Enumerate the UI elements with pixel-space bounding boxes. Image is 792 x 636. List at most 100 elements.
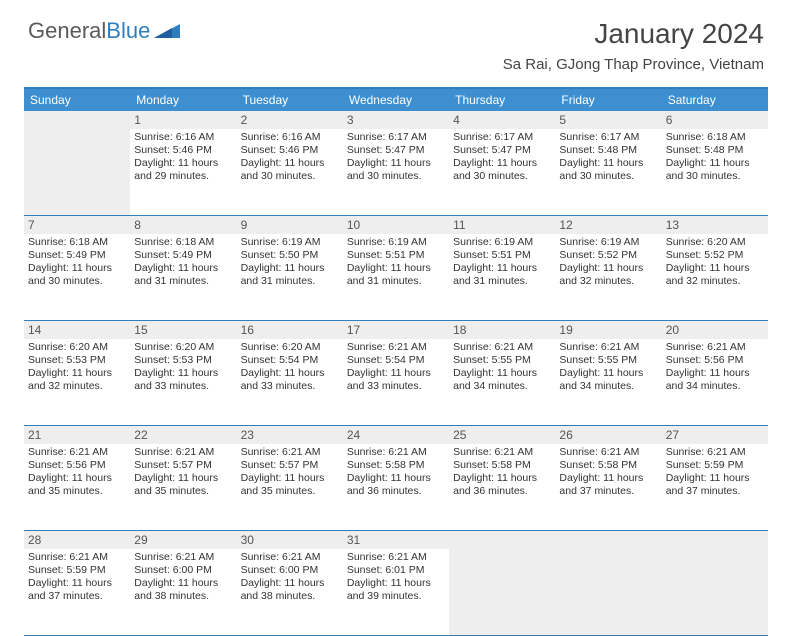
day-number: 28 <box>24 531 130 549</box>
day-number: 31 <box>343 531 449 549</box>
brand-name-1: General <box>28 18 106 44</box>
day-number: 10 <box>343 216 449 234</box>
sunset-line: Sunset: 5:56 PM <box>666 354 764 367</box>
day-number: 24 <box>343 426 449 444</box>
sunset-line: Sunset: 6:00 PM <box>241 564 339 577</box>
day-number: 5 <box>555 111 661 129</box>
day-cell-blank <box>662 549 768 635</box>
day-cell: Sunrise: 6:19 AMSunset: 5:51 PMDaylight:… <box>343 234 449 320</box>
dayhead-fri: Friday <box>555 89 661 111</box>
day-cell: Sunrise: 6:16 AMSunset: 5:46 PMDaylight:… <box>130 129 236 215</box>
location-label: Sa Rai, GJong Thap Province, Vietnam <box>503 56 764 73</box>
daylight-line-2: and 30 minutes. <box>347 170 445 183</box>
daylight-line-1: Daylight: 11 hours <box>347 577 445 590</box>
daylight-line-1: Daylight: 11 hours <box>241 262 339 275</box>
day-number: 6 <box>662 111 768 129</box>
day-cell-blank <box>555 549 661 635</box>
day-cell: Sunrise: 6:20 AMSunset: 5:52 PMDaylight:… <box>662 234 768 320</box>
daylight-line-1: Daylight: 11 hours <box>666 157 764 170</box>
daylight-line-1: Daylight: 11 hours <box>666 262 764 275</box>
sunset-line: Sunset: 5:57 PM <box>134 459 232 472</box>
daylight-line-2: and 30 minutes. <box>453 170 551 183</box>
sunset-line: Sunset: 5:57 PM <box>241 459 339 472</box>
day-number <box>662 531 768 549</box>
daylight-line-1: Daylight: 11 hours <box>666 472 764 485</box>
sunset-line: Sunset: 5:53 PM <box>134 354 232 367</box>
day-cell: Sunrise: 6:17 AMSunset: 5:48 PMDaylight:… <box>555 129 661 215</box>
sunset-line: Sunset: 5:53 PM <box>28 354 126 367</box>
sunset-line: Sunset: 5:54 PM <box>347 354 445 367</box>
brand-name-2: Blue <box>106 18 150 44</box>
daylight-line-2: and 37 minutes. <box>666 485 764 498</box>
sunset-line: Sunset: 5:52 PM <box>666 249 764 262</box>
daylight-line-2: and 37 minutes. <box>28 590 126 603</box>
day-number: 15 <box>130 321 236 339</box>
daynum-row: 78910111213 <box>24 216 768 234</box>
day-number: 30 <box>237 531 343 549</box>
daylight-line-1: Daylight: 11 hours <box>559 367 657 380</box>
day-number: 12 <box>555 216 661 234</box>
day-number <box>24 111 130 129</box>
sunset-line: Sunset: 5:51 PM <box>347 249 445 262</box>
week-row: Sunrise: 6:20 AMSunset: 5:53 PMDaylight:… <box>24 339 768 426</box>
day-cell: Sunrise: 6:21 AMSunset: 5:59 PMDaylight:… <box>24 549 130 635</box>
day-number: 14 <box>24 321 130 339</box>
dayhead-thu: Thursday <box>449 89 555 111</box>
sunset-line: Sunset: 5:55 PM <box>453 354 551 367</box>
day-number: 19 <box>555 321 661 339</box>
daylight-line-2: and 31 minutes. <box>453 275 551 288</box>
day-number: 9 <box>237 216 343 234</box>
calendar: Sunday Monday Tuesday Wednesday Thursday… <box>24 87 768 636</box>
sunrise-line: Sunrise: 6:21 AM <box>347 341 445 354</box>
daylight-line-1: Daylight: 11 hours <box>453 367 551 380</box>
daylight-line-2: and 36 minutes. <box>453 485 551 498</box>
day-number: 16 <box>237 321 343 339</box>
day-cell: Sunrise: 6:21 AMSunset: 5:59 PMDaylight:… <box>662 444 768 530</box>
daylight-line-2: and 30 minutes. <box>666 170 764 183</box>
sunrise-line: Sunrise: 6:21 AM <box>666 341 764 354</box>
sunrise-line: Sunrise: 6:19 AM <box>241 236 339 249</box>
daylight-line-1: Daylight: 11 hours <box>28 262 126 275</box>
daylight-line-1: Daylight: 11 hours <box>28 577 126 590</box>
daylight-line-1: Daylight: 11 hours <box>559 472 657 485</box>
sunset-line: Sunset: 5:59 PM <box>28 564 126 577</box>
sunrise-line: Sunrise: 6:21 AM <box>241 551 339 564</box>
weeks-container: 123456Sunrise: 6:16 AMSunset: 5:46 PMDay… <box>24 111 768 636</box>
daynum-row: 123456 <box>24 111 768 129</box>
day-number: 22 <box>130 426 236 444</box>
day-number: 23 <box>237 426 343 444</box>
day-cell: Sunrise: 6:21 AMSunset: 6:00 PMDaylight:… <box>130 549 236 635</box>
sunset-line: Sunset: 5:50 PM <box>241 249 339 262</box>
sunrise-line: Sunrise: 6:21 AM <box>134 551 232 564</box>
sunrise-line: Sunrise: 6:21 AM <box>347 551 445 564</box>
sunset-line: Sunset: 5:58 PM <box>559 459 657 472</box>
day-cell: Sunrise: 6:18 AMSunset: 5:49 PMDaylight:… <box>24 234 130 320</box>
daynum-row: 21222324252627 <box>24 426 768 444</box>
day-number: 21 <box>24 426 130 444</box>
day-cell: Sunrise: 6:17 AMSunset: 5:47 PMDaylight:… <box>343 129 449 215</box>
day-number: 1 <box>130 111 236 129</box>
title-block: January 2024 Sa Rai, GJong Thap Province… <box>503 18 764 73</box>
week-row: Sunrise: 6:16 AMSunset: 5:46 PMDaylight:… <box>24 129 768 216</box>
day-number: 4 <box>449 111 555 129</box>
daylight-line-2: and 30 minutes. <box>28 275 126 288</box>
sunrise-line: Sunrise: 6:21 AM <box>559 446 657 459</box>
day-number <box>555 531 661 549</box>
daylight-line-2: and 33 minutes. <box>241 380 339 393</box>
sunrise-line: Sunrise: 6:16 AM <box>241 131 339 144</box>
day-cell: Sunrise: 6:21 AMSunset: 5:56 PMDaylight:… <box>662 339 768 425</box>
sunrise-line: Sunrise: 6:18 AM <box>134 236 232 249</box>
daylight-line-1: Daylight: 11 hours <box>453 157 551 170</box>
daylight-line-1: Daylight: 11 hours <box>347 262 445 275</box>
daylight-line-2: and 29 minutes. <box>134 170 232 183</box>
sunrise-line: Sunrise: 6:17 AM <box>559 131 657 144</box>
day-number: 7 <box>24 216 130 234</box>
dayhead-sat: Saturday <box>662 89 768 111</box>
day-number: 26 <box>555 426 661 444</box>
sunset-line: Sunset: 5:47 PM <box>453 144 551 157</box>
day-number: 27 <box>662 426 768 444</box>
day-cell: Sunrise: 6:21 AMSunset: 5:58 PMDaylight:… <box>343 444 449 530</box>
day-cell: Sunrise: 6:20 AMSunset: 5:54 PMDaylight:… <box>237 339 343 425</box>
sunrise-line: Sunrise: 6:21 AM <box>347 446 445 459</box>
brand-logo: GeneralBlue <box>28 18 180 44</box>
